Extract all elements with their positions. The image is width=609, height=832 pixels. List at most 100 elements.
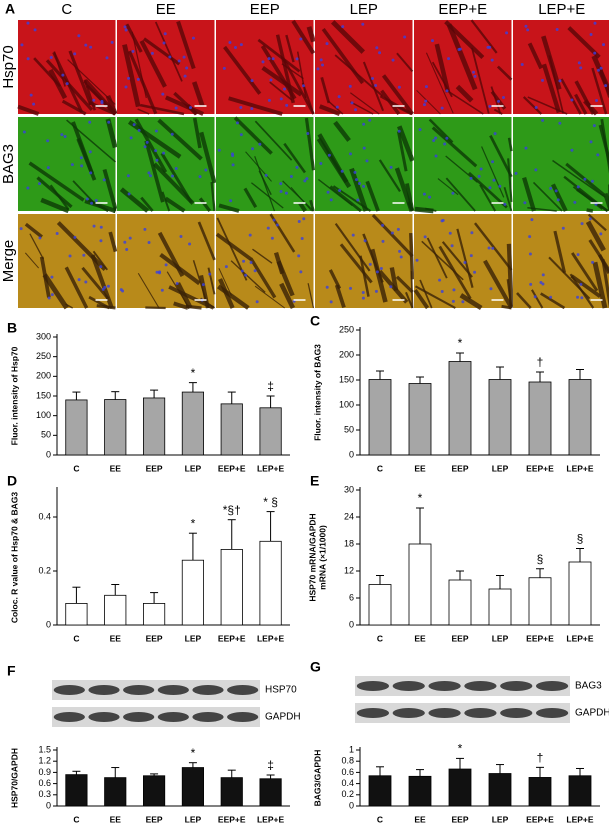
nucleus <box>391 58 395 62</box>
tissue-gap <box>327 100 344 115</box>
row-label: Hsp70 <box>0 45 17 88</box>
tissue-gap <box>591 67 608 115</box>
y-tick-label: 0 <box>46 449 51 459</box>
nucleus <box>503 202 507 206</box>
blot-band <box>123 712 155 722</box>
nucleus <box>374 83 378 87</box>
nucleus <box>163 32 167 36</box>
nucleus <box>593 51 597 55</box>
nucleus <box>270 236 274 240</box>
bar <box>488 773 512 807</box>
significance-mark: † <box>537 355 544 369</box>
x-tick-label: LEP <box>492 463 509 473</box>
tissue-gap <box>176 20 196 70</box>
panel-label: E <box>310 473 319 489</box>
error-bar <box>456 352 464 362</box>
nucleus <box>65 82 69 86</box>
tissue-gap <box>405 291 414 309</box>
tissue-gap <box>456 228 474 288</box>
nucleus <box>579 66 583 70</box>
nucleus <box>428 195 432 199</box>
nucleus <box>452 288 456 292</box>
y-tick-label: 0.3 <box>38 789 51 799</box>
nucleus <box>458 47 462 51</box>
nucleus <box>179 234 183 238</box>
significance-mark: ‡ <box>267 758 274 772</box>
nucleus <box>249 260 253 264</box>
nucleus <box>125 248 129 252</box>
nucleus <box>255 300 259 304</box>
nucleus <box>32 102 36 106</box>
significance-mark: * <box>191 366 196 380</box>
significance-mark: * <box>191 516 196 530</box>
nucleus <box>423 235 427 239</box>
nucleus <box>497 99 501 103</box>
y-tick-label: 250 <box>36 351 51 361</box>
tissue-gap <box>438 245 472 300</box>
error-bar <box>266 774 275 779</box>
blot-band <box>88 712 120 722</box>
nucleus <box>302 84 306 88</box>
tissue-gap <box>503 186 513 212</box>
nucleus <box>145 140 149 144</box>
tissue-gap <box>416 90 441 115</box>
tissue-gap <box>473 222 513 271</box>
nucleus <box>233 45 237 49</box>
x-tick-label: EEP+E <box>218 814 246 824</box>
bar <box>181 391 204 456</box>
tissue-gap <box>553 230 567 274</box>
nucleus <box>201 283 205 287</box>
blot-band <box>464 681 497 691</box>
tissue-gap <box>273 252 285 275</box>
nucleus <box>541 78 545 82</box>
tissue-gap <box>397 125 415 162</box>
nucleus <box>127 76 131 80</box>
column-label: EEP <box>250 1 280 18</box>
nucleus <box>473 74 477 78</box>
nucleus <box>267 57 271 61</box>
significance-mark: § <box>577 532 584 546</box>
nucleus <box>361 22 365 26</box>
error-bar <box>536 568 544 578</box>
bar <box>568 775 592 807</box>
nucleus <box>123 240 127 244</box>
tissue-gap <box>309 199 315 212</box>
tissue-gap <box>36 176 73 209</box>
nucleus <box>362 184 366 188</box>
nucleus <box>479 167 483 171</box>
nucleus <box>183 74 187 78</box>
y-tick-label: 0 <box>46 619 51 629</box>
nucleus <box>374 289 378 293</box>
tissue-gap <box>330 20 366 54</box>
nucleus <box>362 146 366 150</box>
nucleus <box>90 201 94 205</box>
nucleus <box>589 33 593 37</box>
error-bar <box>496 575 504 589</box>
tissue-gap <box>210 181 216 212</box>
tissue-gap <box>328 269 342 290</box>
blot-label: GAPDH <box>265 712 301 723</box>
nucleus <box>19 227 23 231</box>
nucleus <box>137 128 141 132</box>
nucleus <box>397 85 401 89</box>
tissue-gap <box>339 243 373 284</box>
nucleus <box>580 296 584 300</box>
y-tick-label: 0.8 <box>341 756 354 766</box>
tissue-gap <box>320 76 331 104</box>
nucleus <box>63 134 67 138</box>
tissue-gap <box>434 43 451 93</box>
tissue-gap <box>137 272 160 309</box>
nucleus <box>154 149 158 153</box>
nucleus <box>319 58 323 62</box>
tissue-gap <box>319 104 341 117</box>
nucleus <box>588 217 592 221</box>
nucleus <box>530 218 534 222</box>
panel-label: A <box>5 1 15 17</box>
tissue-gap <box>199 131 217 184</box>
tissue-gap <box>24 252 40 269</box>
tissue-gap <box>154 21 183 82</box>
nucleus <box>119 288 123 292</box>
tissue-gap <box>105 118 118 149</box>
x-tick-label: EEP <box>146 463 163 473</box>
nucleus <box>505 31 509 35</box>
